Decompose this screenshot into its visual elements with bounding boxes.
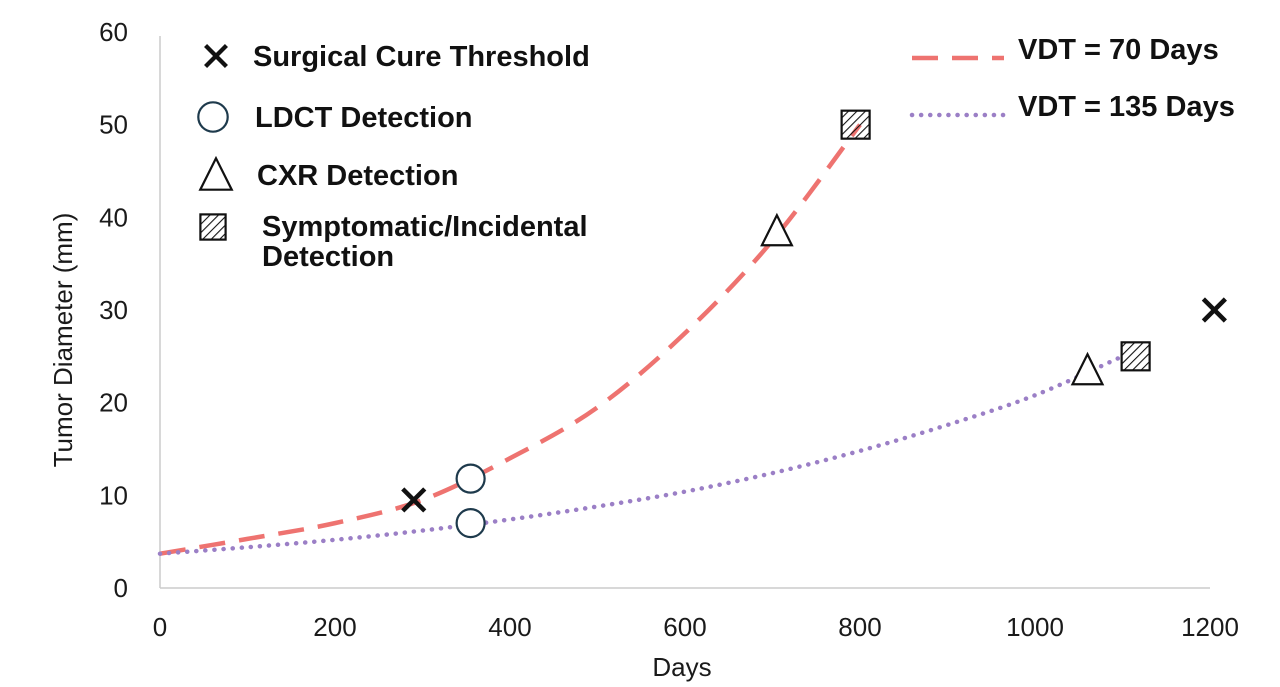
series-legend-label: VDT = 135 Days bbox=[1018, 91, 1235, 123]
marker-legend: Surgical Cure Threshold LDCT Detection CXR… bbox=[197, 41, 590, 273]
symptomatic-hatched-square-marker bbox=[840, 109, 871, 140]
series-line-vdt-70 bbox=[159, 123, 862, 556]
marker-legend-item: CXR Detection bbox=[198, 155, 458, 192]
x-tick-labels: 0 200 400 600 800 1000 1200 bbox=[153, 612, 1239, 642]
series-legend-label: VDT = 70 Days bbox=[1018, 34, 1219, 66]
x-tick-label: 400 bbox=[488, 612, 531, 642]
marker-legend-label: LDCT Detection bbox=[255, 102, 473, 134]
y-tick-label: 40 bbox=[99, 202, 128, 232]
series-legend: VDT = 70 Days VDT = 135 Days bbox=[909, 34, 1235, 123]
x-tick-label: 0 bbox=[153, 612, 167, 642]
y-tick-label: 30 bbox=[99, 295, 128, 325]
cxr-triangle-marker bbox=[198, 155, 234, 191]
surgical-cure-cross-marker bbox=[1201, 297, 1227, 323]
y-tick-label: 20 bbox=[99, 388, 128, 418]
cxr-triangle-marker bbox=[1070, 351, 1105, 386]
y-axis-title: Tumor Diameter (mm) bbox=[48, 213, 78, 468]
marker-legend-label: Detection bbox=[262, 241, 394, 273]
symptomatic-hatched-square-marker bbox=[1120, 341, 1151, 372]
y-tick-label: 50 bbox=[99, 110, 128, 140]
marker-legend-item: Surgical Cure Threshold bbox=[204, 41, 590, 73]
marker-legend-item: LDCT Detection bbox=[197, 101, 473, 134]
x-tick-label: 800 bbox=[838, 612, 881, 642]
ldct-circle-marker bbox=[455, 508, 486, 539]
y-tick-labels: 0 10 20 30 40 50 60 bbox=[99, 17, 128, 603]
x-tick-label: 1200 bbox=[1181, 612, 1239, 642]
x-tick-label: 600 bbox=[663, 612, 706, 642]
series-line-vdt-135 bbox=[157, 354, 1125, 556]
x-tick-label: 200 bbox=[313, 612, 356, 642]
y-tick-label: 60 bbox=[99, 17, 128, 47]
symptomatic-hatched-square-marker bbox=[199, 213, 227, 241]
series-legend-item: VDT = 135 Days bbox=[909, 91, 1235, 123]
marker-legend-label: Symptomatic/Incidental bbox=[262, 211, 588, 243]
series-lines bbox=[157, 123, 1125, 556]
cxr-triangle-marker bbox=[760, 212, 794, 247]
marker-legend-label: Surgical Cure Threshold bbox=[253, 41, 590, 73]
x-tick-label: 1000 bbox=[1006, 612, 1064, 642]
surgical-cure-cross-marker bbox=[204, 44, 228, 68]
surgical-cure-cross-marker bbox=[401, 487, 427, 513]
y-tick-label: 0 bbox=[114, 573, 128, 603]
axes bbox=[159, 36, 1210, 589]
ldct-circle-marker bbox=[197, 101, 229, 133]
series-legend-item: VDT = 70 Days bbox=[912, 34, 1219, 66]
ldct-circle-marker bbox=[455, 463, 486, 494]
marker-legend-label: CXR Detection bbox=[257, 160, 458, 192]
detection-markers bbox=[401, 109, 1227, 539]
y-tick-label: 10 bbox=[99, 480, 128, 510]
x-axis-title: Days bbox=[652, 652, 711, 682]
